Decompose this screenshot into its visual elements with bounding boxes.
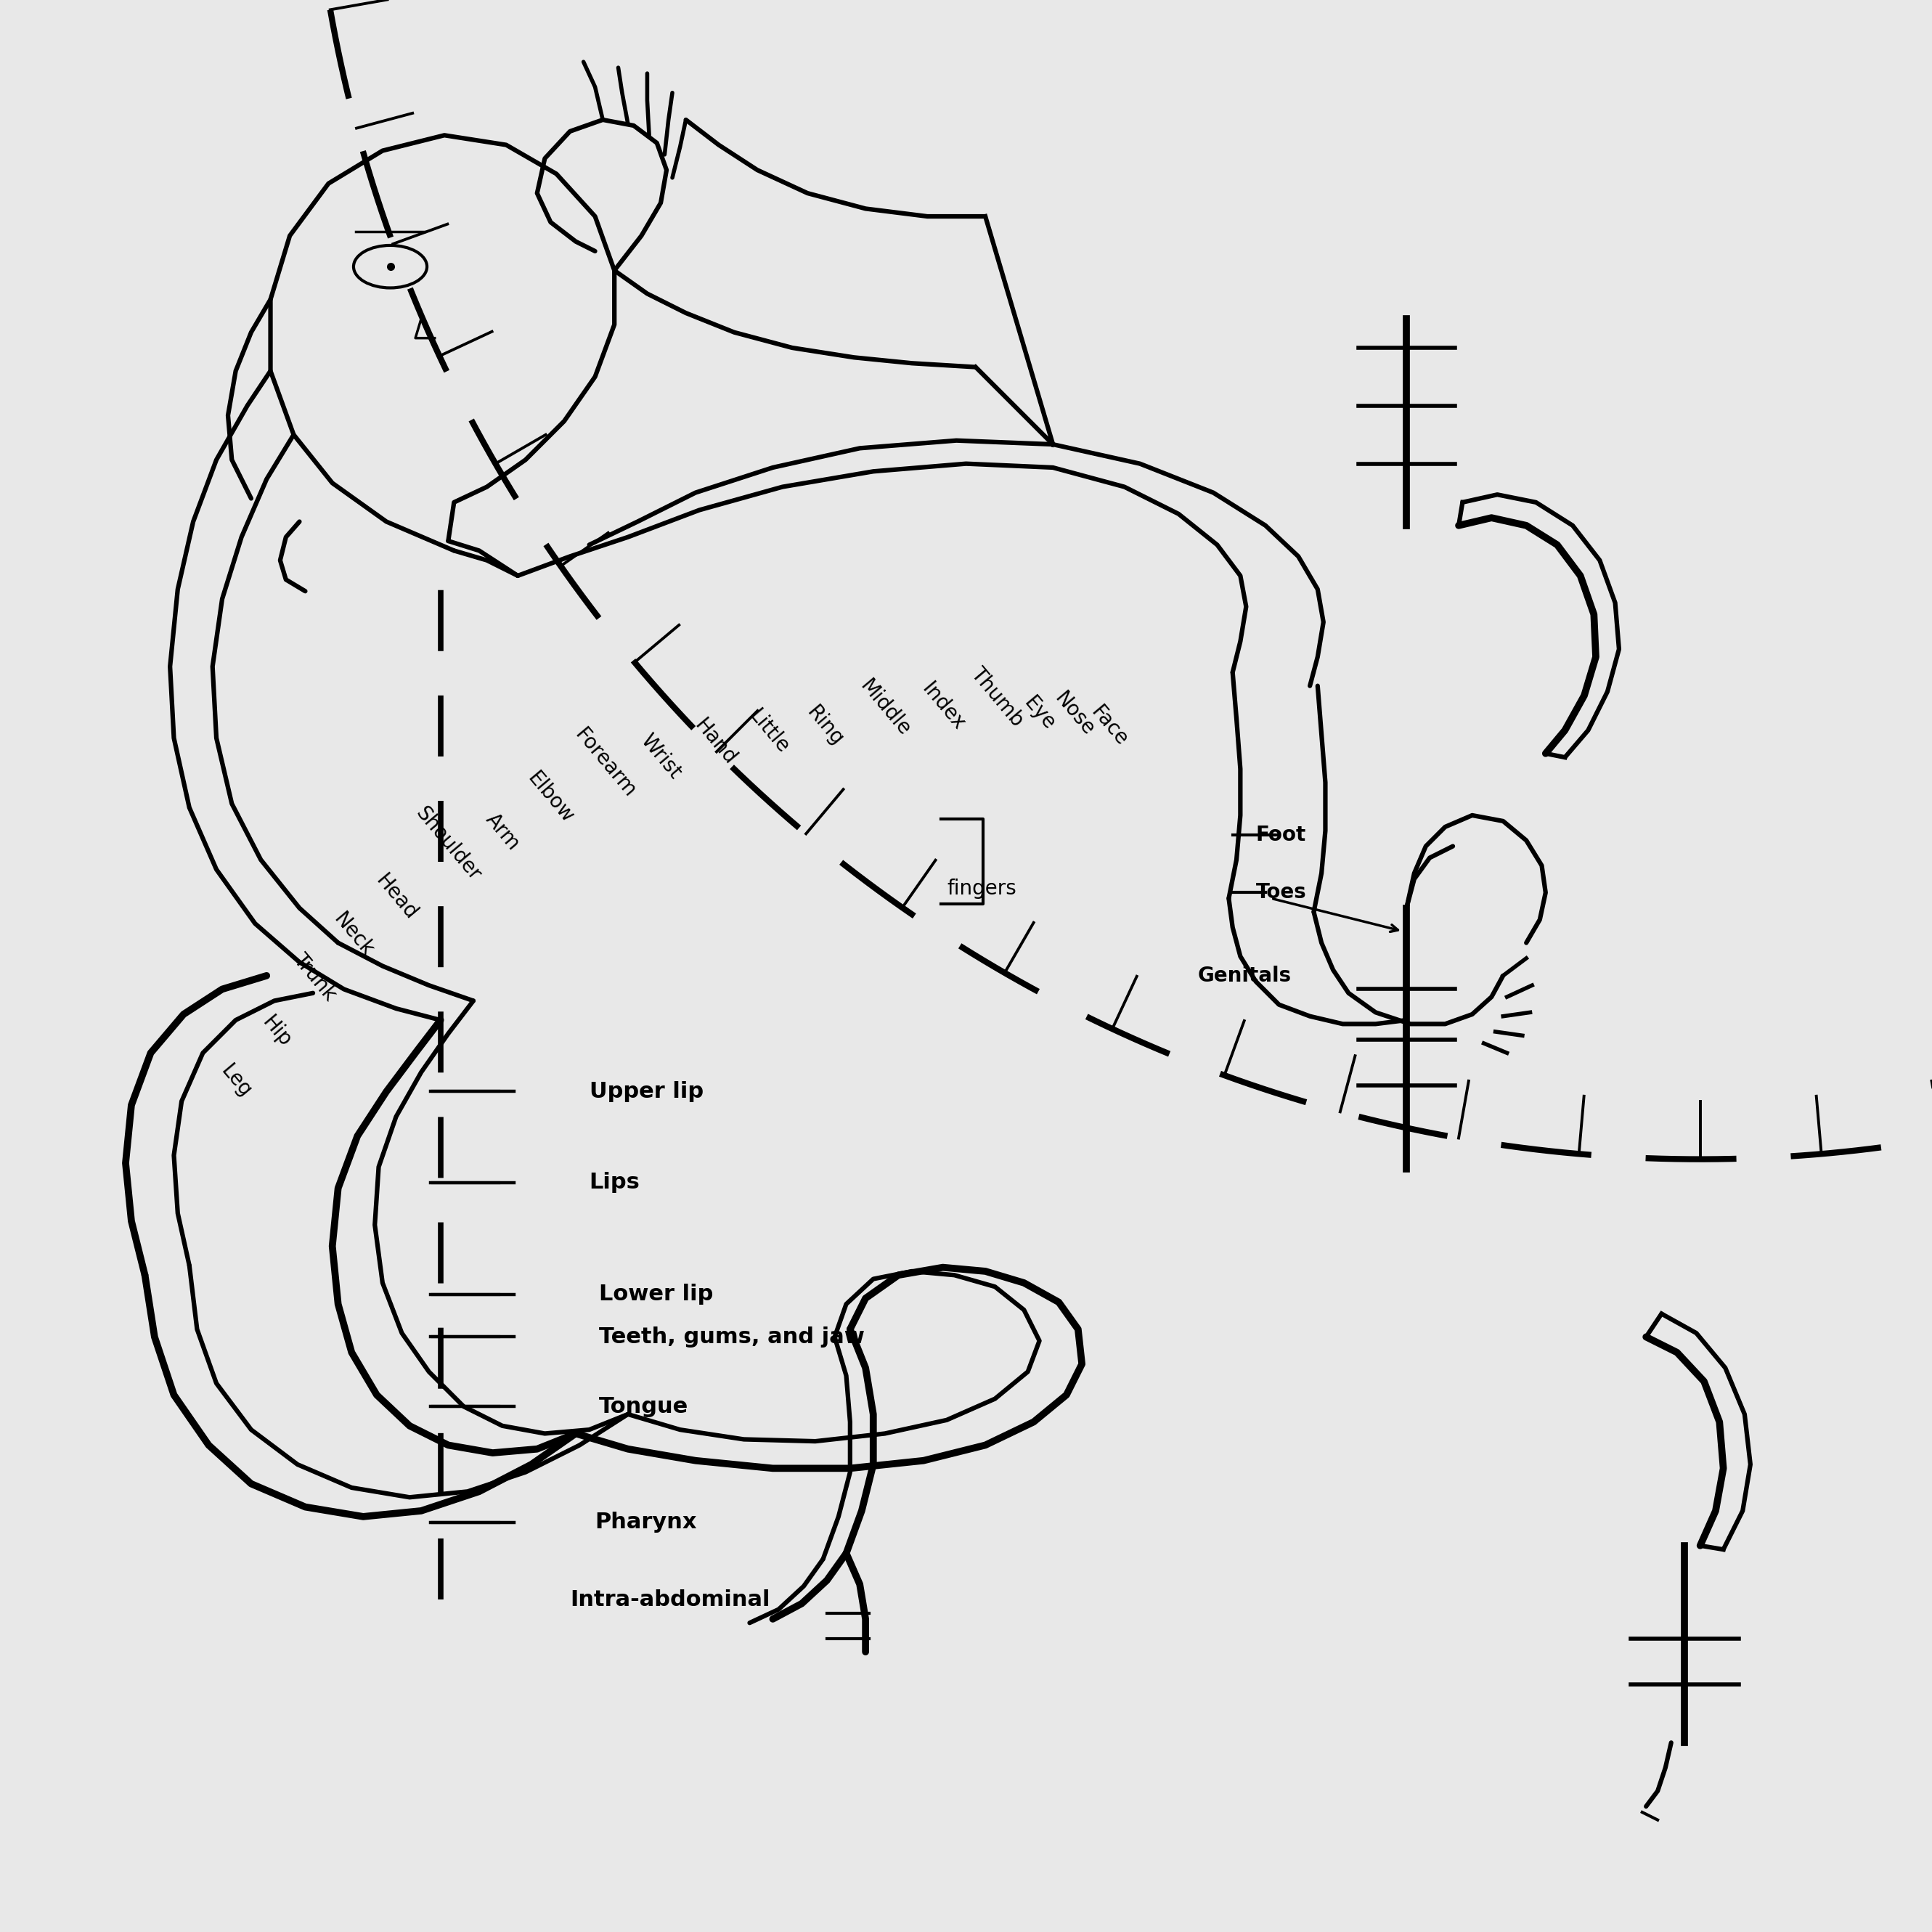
Text: Wrist: Wrist: [636, 730, 686, 782]
Text: Pharynx: Pharynx: [595, 1513, 697, 1532]
Text: Trunk: Trunk: [290, 951, 340, 1005]
Text: Foot: Foot: [1256, 825, 1306, 844]
Text: Arm: Arm: [481, 810, 524, 854]
Text: Index: Index: [918, 678, 968, 734]
Text: Hand: Hand: [690, 715, 740, 769]
Text: Upper lip: Upper lip: [589, 1082, 703, 1101]
Text: Tongue: Tongue: [599, 1397, 688, 1416]
Text: Thumb: Thumb: [966, 663, 1028, 730]
Text: Genitals: Genitals: [1198, 966, 1293, 985]
Text: Face: Face: [1086, 701, 1132, 750]
Text: Neck: Neck: [330, 908, 377, 960]
Text: Toes: Toes: [1256, 883, 1306, 902]
Text: Intra-abdominal: Intra-abdominal: [570, 1590, 771, 1609]
Text: Head: Head: [371, 869, 421, 923]
Text: Nose: Nose: [1051, 688, 1097, 740]
Text: Forearm: Forearm: [570, 724, 639, 802]
Text: Little: Little: [746, 705, 792, 757]
Text: Ring: Ring: [802, 701, 848, 750]
Text: Middle: Middle: [856, 676, 914, 740]
Text: Teeth, gums, and jaw: Teeth, gums, and jaw: [599, 1327, 864, 1347]
Text: Lower lip: Lower lip: [599, 1285, 713, 1304]
Text: Elbow: Elbow: [524, 767, 578, 827]
Text: Lips: Lips: [589, 1173, 639, 1192]
Text: Hip: Hip: [257, 1012, 296, 1051]
Text: Shoulder: Shoulder: [412, 804, 485, 885]
Text: Leg: Leg: [216, 1061, 255, 1101]
Text: Eye: Eye: [1020, 694, 1059, 734]
Text: fingers: fingers: [947, 879, 1016, 898]
